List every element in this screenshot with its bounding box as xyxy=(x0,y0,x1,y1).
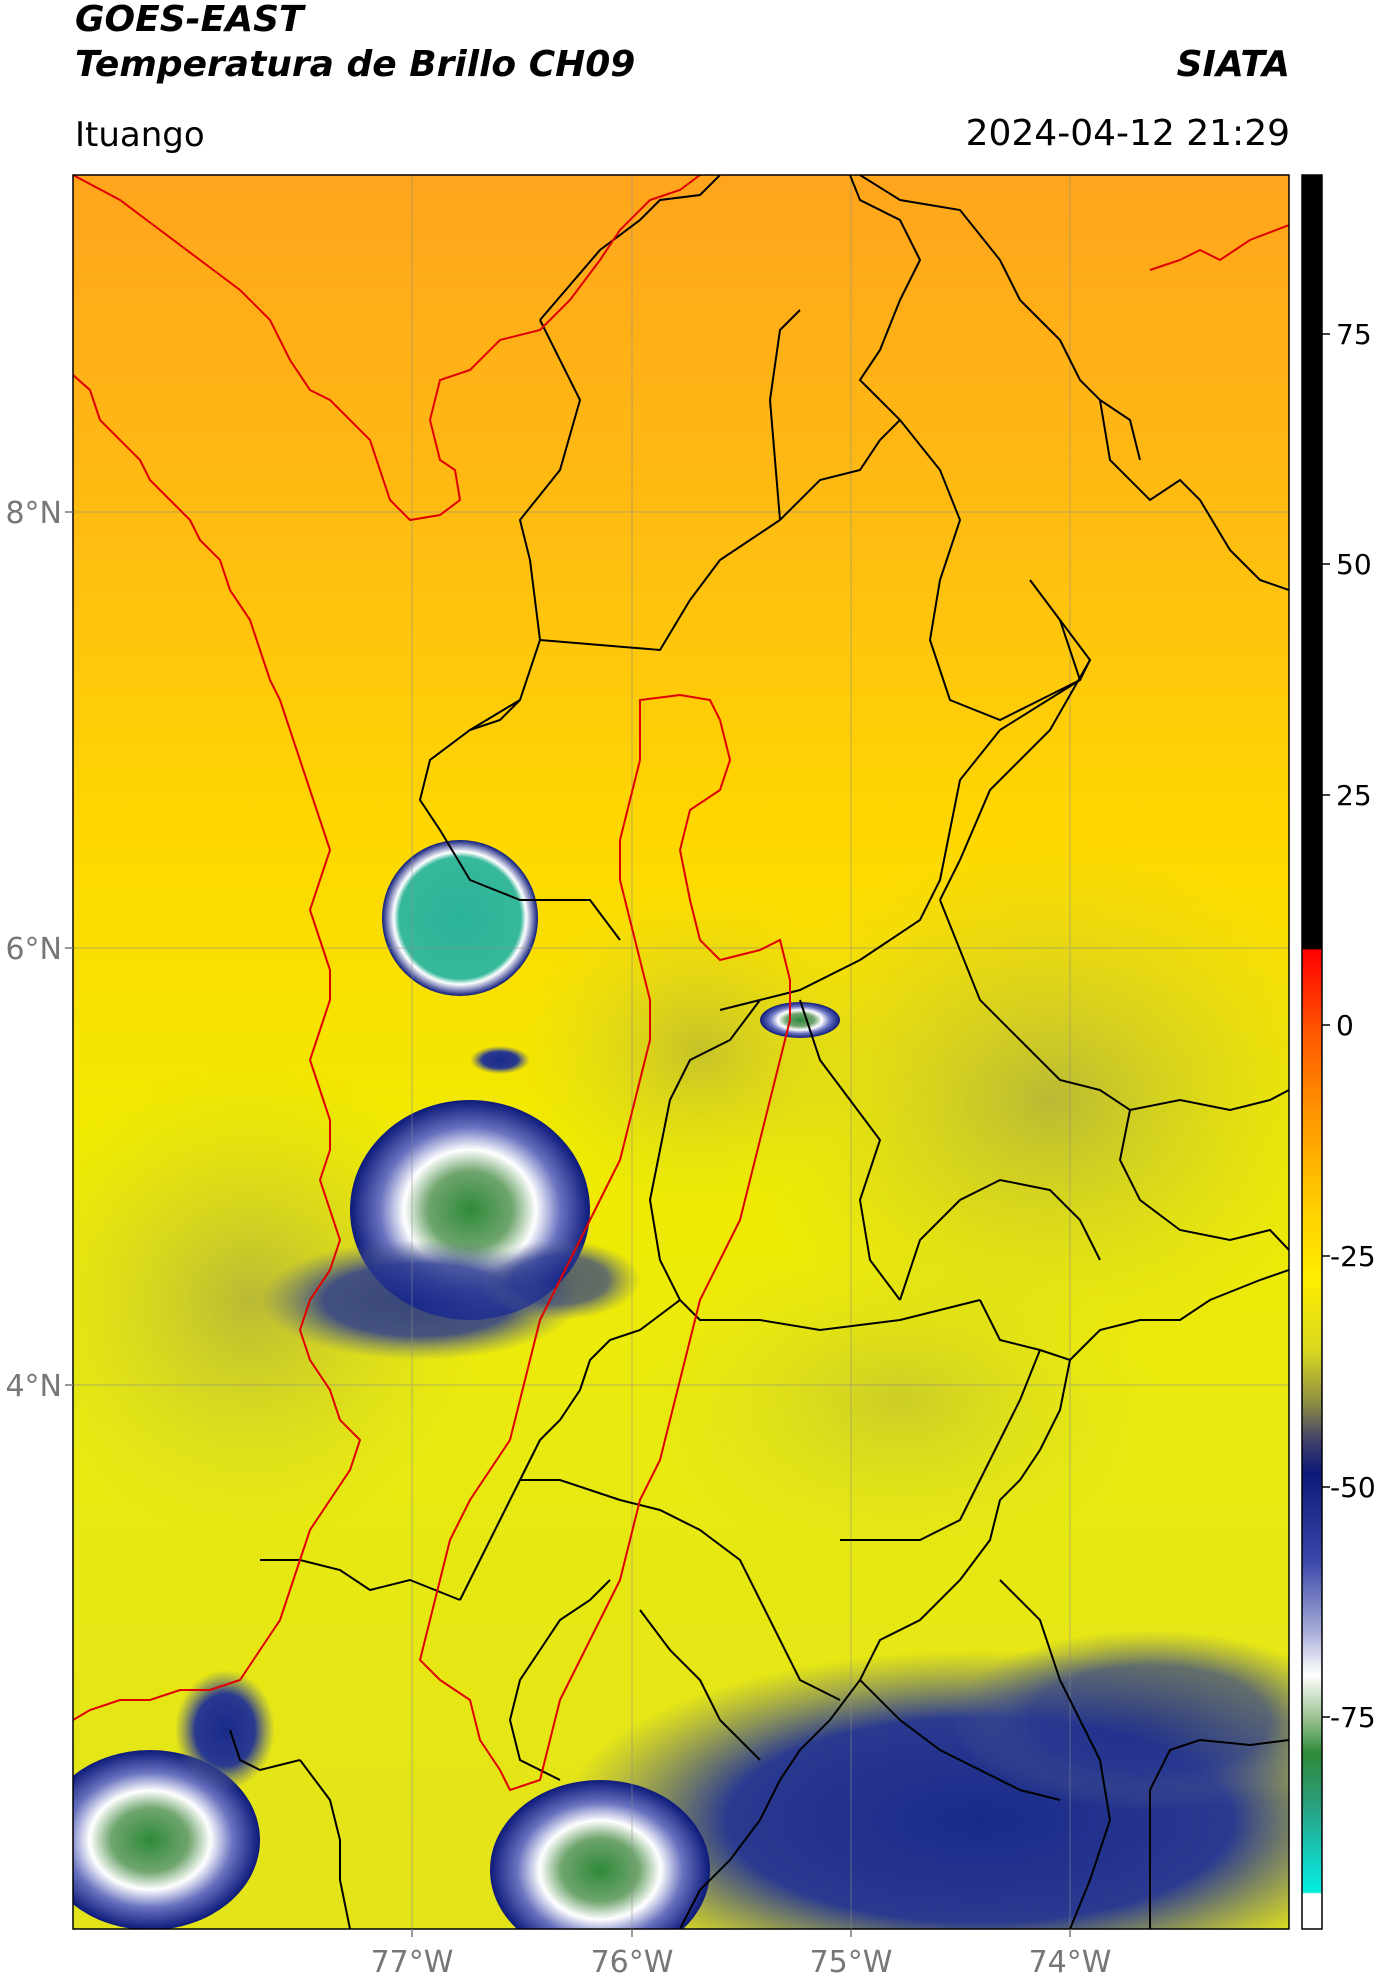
longitude-axis: 77°W 76°W 75°W 74°W xyxy=(371,1929,1112,1980)
lat-label: 8°N xyxy=(5,496,62,531)
lon-label: 75°W xyxy=(810,1945,893,1980)
product-title: Temperatura de Brillo CH09 xyxy=(75,44,636,85)
coastline-and-basin xyxy=(73,175,1289,1792)
lon-label: 77°W xyxy=(371,1945,454,1980)
department-borders xyxy=(229,175,1289,1929)
region-name: Ituango xyxy=(75,115,205,155)
colorbar-tick-label: 75 xyxy=(1336,318,1372,351)
colorbar-tick-label: 0 xyxy=(1336,1009,1354,1042)
latitude-axis: 8°N 6°N 4°N xyxy=(5,496,73,1404)
satellite-name: GOES-EAST xyxy=(75,0,304,40)
colorbar-scale xyxy=(1301,174,1323,1930)
brightness-temperature-field xyxy=(73,175,1289,1929)
lon-label: 76°W xyxy=(591,1945,674,1980)
colorbar: 75 50 25 0 -25 -50 -75 xyxy=(1301,174,1376,1930)
colorbar-tick-label: -25 xyxy=(1330,1240,1376,1273)
organization-name: SIATA xyxy=(1176,44,1290,85)
lat-label: 4°N xyxy=(5,1369,62,1404)
colorbar-tick-label: -50 xyxy=(1330,1471,1376,1504)
lat-label: 6°N xyxy=(5,932,62,967)
colorbar-tick-label: 25 xyxy=(1336,779,1372,812)
timestamp: 2024-04-12 21:29 xyxy=(965,113,1290,154)
lon-label: 74°W xyxy=(1029,1945,1112,1980)
map-frame xyxy=(72,174,1290,1930)
graticule xyxy=(73,175,1289,1929)
colorbar-tick-label: -75 xyxy=(1330,1701,1376,1734)
colorbar-tick-label: 50 xyxy=(1336,548,1372,581)
